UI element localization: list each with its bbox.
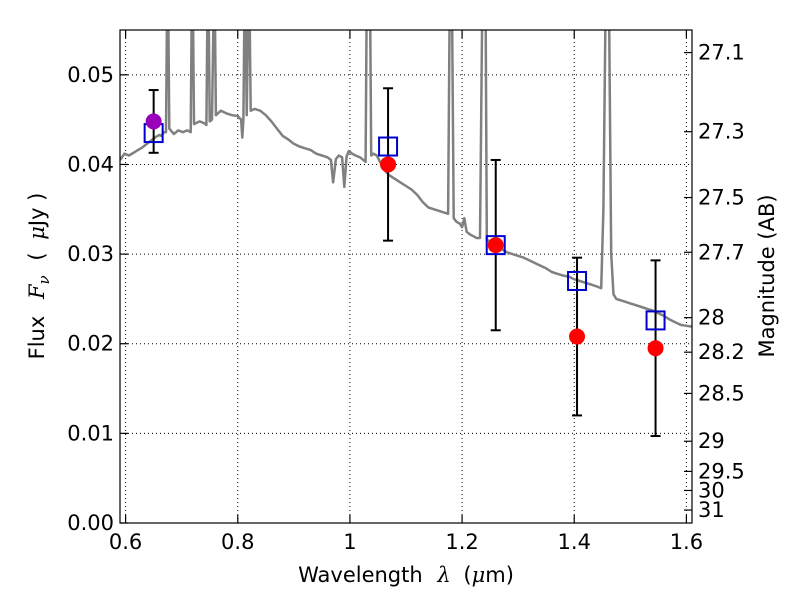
x-axis-title: Wavelength λ (μm) bbox=[298, 563, 514, 587]
y-tick-label: 0.03 bbox=[67, 242, 114, 266]
y-axis-unit-mu: μ bbox=[25, 226, 49, 240]
y-right-tick-label: 27.1 bbox=[698, 41, 745, 65]
y-tick-label: 0.00 bbox=[67, 511, 114, 535]
marker-layer bbox=[143, 87, 666, 438]
x-axis-ticks: 0.6 0.8 1 1.2 1.4 1.6 bbox=[109, 30, 703, 554]
y-right-tick-label: 31 bbox=[698, 498, 725, 522]
y-tick-label: 0.02 bbox=[67, 332, 114, 356]
x-tick-label: 1 bbox=[343, 530, 356, 554]
x-tick-label: 0.8 bbox=[221, 530, 254, 554]
y-axis-unit-open: ( bbox=[25, 252, 49, 260]
y-tick-label: 0.04 bbox=[67, 152, 114, 176]
y-axis-flux-symbol: F bbox=[25, 283, 49, 300]
x-axis-unit-open: ( bbox=[463, 563, 471, 587]
y-axis-title: Flux Fν ( μJy ) bbox=[25, 193, 54, 360]
y-right-tick-label: 28.5 bbox=[698, 381, 745, 405]
x-axis-unit-rest: m) bbox=[485, 563, 514, 587]
x-axis-title-text: Wavelength bbox=[298, 563, 423, 587]
y-right-tick-label: 27.7 bbox=[698, 240, 745, 264]
spectrum-layer bbox=[120, 30, 692, 328]
x-tick-label: 1.2 bbox=[445, 530, 478, 554]
y-axis-right-title: Magnitude (AB) bbox=[755, 194, 779, 357]
spectrum-line bbox=[120, 30, 692, 328]
model-photometry-square bbox=[485, 235, 506, 256]
y-tick-label: 0.01 bbox=[67, 421, 114, 445]
model-photometry-square bbox=[645, 310, 666, 331]
x-tick-label: 1.4 bbox=[558, 530, 591, 554]
observed-flux-point bbox=[647, 340, 664, 357]
y-right-tick-label: 30 bbox=[698, 478, 725, 502]
y-axis-unit-rest: Jy ) bbox=[25, 193, 49, 229]
model-photometry-square bbox=[567, 270, 588, 291]
y-right-tick-label: 28.2 bbox=[698, 340, 745, 364]
y-right-tick-label: 29.5 bbox=[698, 459, 745, 483]
x-tick-label: 1.6 bbox=[670, 530, 703, 554]
y-tick-label: 0.05 bbox=[67, 63, 114, 87]
plot-frame bbox=[119, 29, 693, 524]
y-right-tick-label: 27.3 bbox=[698, 120, 745, 144]
x-axis-unit-mu: μ bbox=[472, 563, 486, 587]
x-tick-label: 0.6 bbox=[109, 530, 142, 554]
model-photometry-square bbox=[378, 136, 399, 157]
y-axis-flux-sub: ν bbox=[35, 275, 53, 284]
x-axis-lambda-symbol: λ bbox=[436, 563, 450, 587]
observed-flux-point bbox=[145, 113, 162, 130]
y-right-tick-label: 27.5 bbox=[698, 186, 745, 210]
y-axis-title-text: Flux bbox=[25, 316, 49, 360]
observed-flux-point bbox=[569, 328, 586, 345]
observed-flux-point bbox=[380, 156, 397, 173]
y-axis-ticks: 0.00 0.01 0.02 0.03 0.04 0.05 bbox=[67, 63, 128, 535]
y-right-tick-label: 29 bbox=[698, 429, 725, 453]
observed-flux-point bbox=[487, 237, 504, 254]
y-right-tick-label: 28 bbox=[698, 306, 725, 330]
